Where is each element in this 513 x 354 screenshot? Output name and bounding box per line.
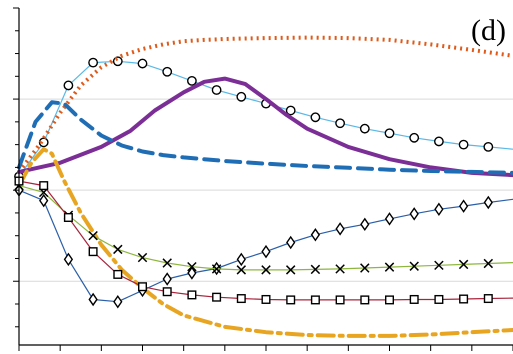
data-point [360,217,370,232]
series-line [18,60,513,178]
data-point [286,295,296,305]
data-point [236,265,247,275]
data-point [434,202,444,217]
data-point [335,222,345,236]
data-point [458,199,469,213]
data-point [384,212,395,226]
data-point [112,56,123,67]
series-line [17,147,513,338]
data-point [459,294,469,304]
data-point [360,263,370,273]
data-point [113,295,123,309]
series-line [17,100,513,175]
data-point [88,57,99,68]
data-point [261,244,271,259]
data-point [458,139,469,150]
data-point [137,282,147,292]
data-point [162,258,172,268]
data-point [483,141,494,152]
data-point [162,287,172,297]
series-5 [14,183,513,309]
data-point [187,266,197,280]
data-point [434,260,444,271]
data-point [335,118,345,129]
data-point [63,252,74,267]
data-point [409,294,419,304]
data-point [137,58,148,69]
data-point [88,230,98,241]
data-point [162,272,172,286]
series-2 [17,76,513,178]
data-point [162,66,173,77]
data-point [286,235,296,250]
series-line [18,180,513,301]
data-point [483,258,494,269]
data-point [236,252,246,267]
series-7 [14,176,513,305]
data-point [212,292,222,302]
series-layer [14,35,513,338]
data-point [187,290,197,300]
data-point [88,247,98,257]
data-point [211,85,222,95]
data-point [285,265,296,275]
series-line [17,76,513,178]
data-point [409,132,420,143]
data-point [39,181,49,191]
data-point [113,269,123,279]
data-point [483,195,493,210]
data-point [483,294,493,304]
data-point [458,259,469,270]
data-point [211,264,222,274]
data-point [285,105,296,116]
data-point [335,295,345,305]
series-4 [17,147,513,338]
data-point [88,292,98,307]
series-1 [17,35,513,174]
data-point [409,261,419,271]
data-point [409,207,419,221]
data-point [310,228,321,242]
data-point [261,265,271,275]
series-3 [17,100,513,175]
data-point [385,295,395,305]
data-point [63,80,74,91]
data-point [310,112,321,123]
series-0 [14,56,513,182]
data-point [433,136,444,147]
axes [13,7,513,351]
data-point [384,128,395,139]
data-point [310,264,321,275]
data-point [434,294,444,304]
data-point [360,295,370,305]
data-point [236,91,247,102]
series-line [17,35,513,174]
data-point [113,244,123,255]
data-point [39,193,49,208]
data-point [137,252,148,263]
data-point [63,212,73,222]
panel-label: (d) [471,14,506,47]
data-point [359,123,370,134]
data-point [335,264,345,274]
data-point [187,261,197,272]
data-point [310,295,320,305]
data-point [261,294,271,304]
data-point [384,262,395,272]
data-point [186,75,197,86]
data-point [236,294,246,304]
